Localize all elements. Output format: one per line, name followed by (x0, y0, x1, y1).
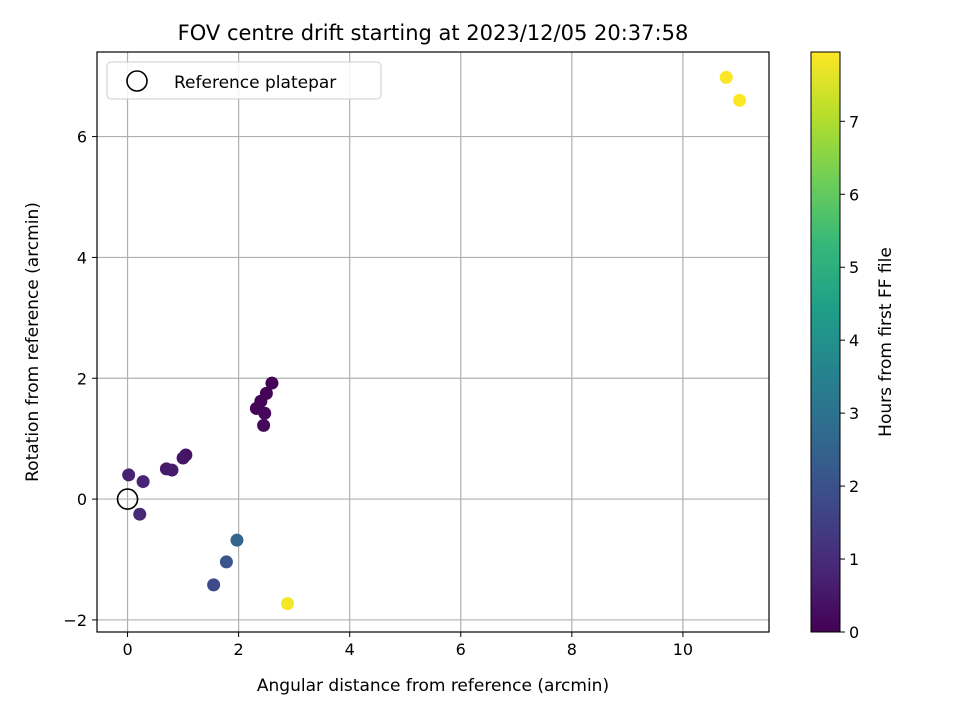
y-axis-ticks: −2 0 2 4 6 (63, 128, 97, 630)
colorbar-tick-label: 3 (849, 404, 859, 423)
y-tick-label: 2 (77, 369, 87, 388)
chart-title: FOV centre drift starting at 2023/12/05 … (178, 21, 689, 45)
colorbar-ticks: 0 1 2 3 4 5 6 7 (840, 112, 859, 642)
x-tick-label: 6 (456, 640, 466, 659)
colorbar-tick-label: 1 (849, 550, 859, 569)
data-point (176, 451, 190, 465)
reference-platepar-marker-group (116, 488, 139, 510)
data-point (136, 475, 150, 489)
colorbar-tick-label: 5 (849, 258, 859, 277)
y-tick-label: 6 (77, 128, 87, 147)
data-point (719, 70, 733, 84)
legend-reference-marker (126, 70, 148, 92)
data-point (733, 93, 747, 107)
y-tick-label: 4 (77, 248, 87, 267)
colorbar-tick-label: 2 (849, 477, 859, 496)
y-tick-label: 0 (77, 490, 87, 509)
scatter-points (122, 70, 747, 611)
data-point (265, 376, 279, 390)
x-tick-label: 4 (345, 640, 355, 659)
y-axis-label: Rotation from reference (arcmin) (23, 202, 43, 482)
data-point (258, 406, 272, 420)
colorbar (810, 51, 841, 633)
x-tick-label: 2 (234, 640, 244, 659)
colorbar-tick-label: 0 (849, 623, 859, 642)
data-point (122, 468, 136, 482)
colorbar-tick-label: 6 (849, 185, 859, 204)
x-tick-label: 8 (567, 640, 577, 659)
data-point (165, 463, 179, 477)
data-point (230, 533, 244, 547)
x-tick-label: 10 (673, 640, 693, 659)
legend-reference-label: Reference platepar (174, 73, 336, 93)
colorbar-tick-label: 7 (849, 112, 859, 131)
reference-platepar-marker (116, 488, 139, 510)
colorbar-tick-label: 4 (849, 331, 859, 350)
legend: Reference platepar (106, 61, 382, 100)
data-point (257, 418, 271, 432)
x-axis-label: Angular distance from reference (arcmin) (257, 676, 609, 696)
data-point (133, 507, 147, 521)
data-point (207, 578, 221, 592)
x-tick-label: 0 (122, 640, 132, 659)
x-axis-ticks: 0 2 4 6 8 10 (122, 632, 693, 659)
legend-box (106, 61, 382, 100)
grid (97, 52, 769, 632)
axes-frame (96, 51, 770, 633)
colorbar-label: Hours from first FF file (876, 247, 896, 437)
data-point (219, 555, 233, 569)
y-tick-label: −2 (63, 611, 87, 630)
data-point (280, 597, 294, 611)
